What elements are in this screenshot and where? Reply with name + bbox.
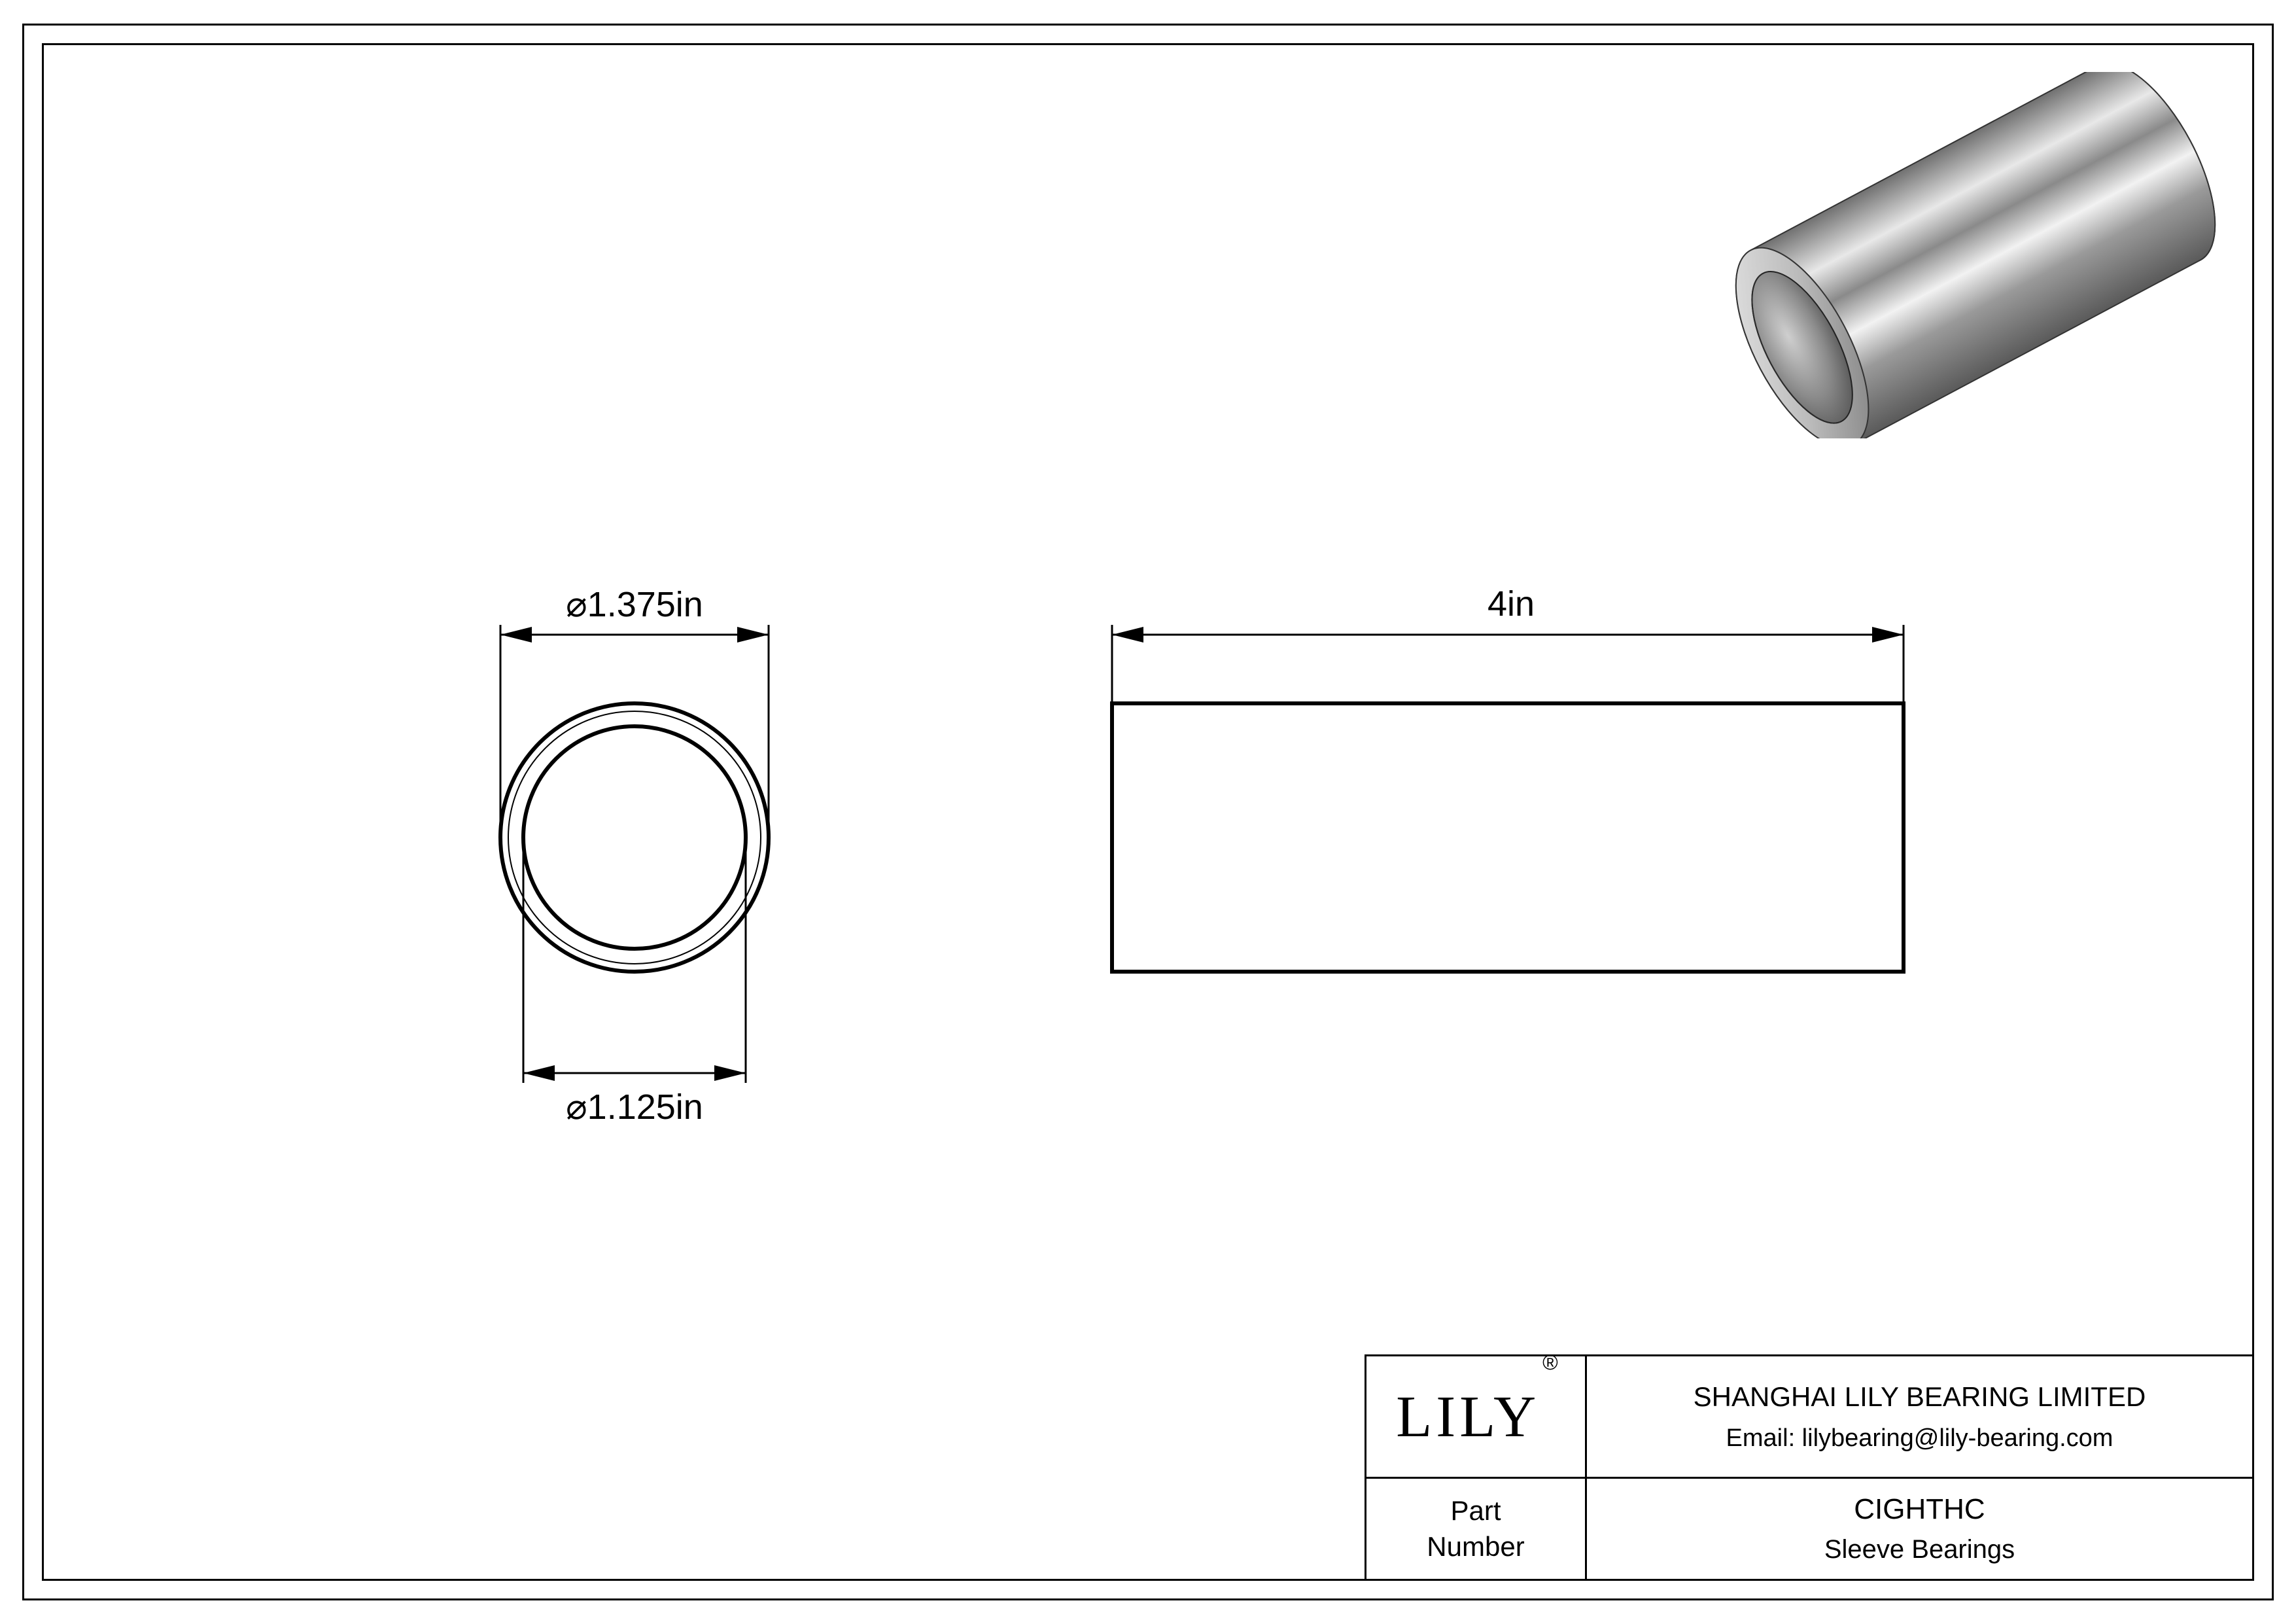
dim-length: 4in (1446, 584, 1576, 624)
company-name: SHANGHAI LILY BEARING LIMITED (1694, 1381, 2146, 1413)
titleblock-logo-cell: LILY® (1365, 1354, 1587, 1479)
titleblock-part-cell: CIGHTHC Sleeve Bearings (1585, 1477, 2254, 1581)
titleblock-partlabel-cell: Part Number (1365, 1477, 1587, 1581)
part-code: CIGHTHC (1854, 1493, 1985, 1526)
titleblock-company-cell: SHANGHAI LILY BEARING LIMITED Email: lil… (1585, 1354, 2254, 1479)
part-desc: Sleeve Bearings (1824, 1535, 2015, 1564)
logo-text: LILY (1396, 1385, 1540, 1449)
iso-view (1714, 72, 2237, 438)
company-email: Email: lilybearing@lily-bearing.com (1726, 1424, 2113, 1453)
logo-registered: ® (1542, 1350, 1558, 1374)
part-label: Part Number (1427, 1493, 1524, 1564)
logo: LILY® (1396, 1383, 1556, 1451)
